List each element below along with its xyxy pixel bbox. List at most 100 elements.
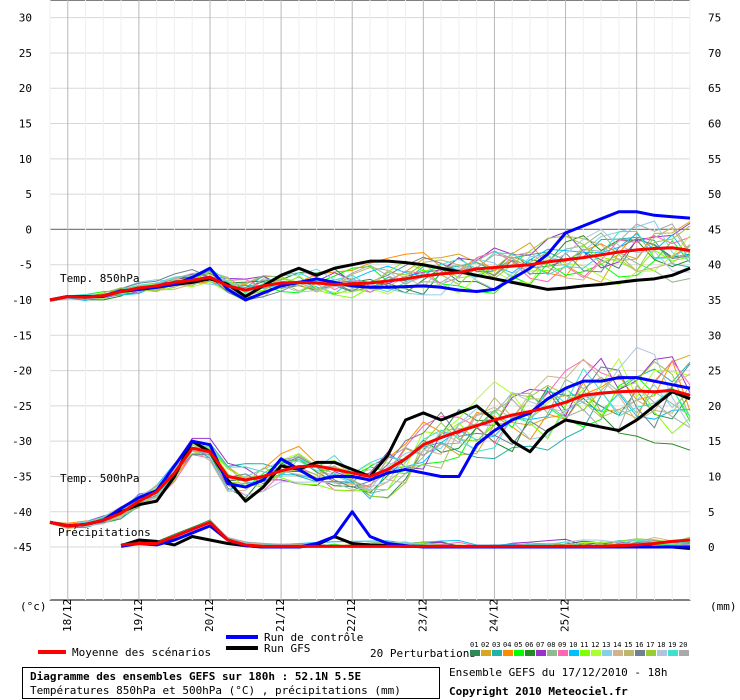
left-tick-label: -40 [12, 506, 32, 519]
right-tick-label: 55 [708, 153, 721, 166]
perturbation-swatch [624, 650, 634, 656]
perturbation-line [49, 384, 691, 528]
right-unit-label: (mm) [710, 600, 737, 613]
x-date-label: 24/12 [487, 599, 500, 632]
legend-label-gfs: Run GFS [264, 642, 310, 655]
left-tick-label: -5 [19, 259, 32, 272]
run-info: Ensemble GEFS du 17/12/2010 - 18h [449, 666, 668, 679]
x-date-label: 18/12 [61, 599, 74, 632]
chart-grid [49, 0, 691, 601]
perturbation-id: 08 [547, 641, 555, 649]
right-tick-label: 10 [708, 470, 721, 483]
perturbation-id: 01 [470, 641, 478, 649]
axis-labels: 302520151050-5-10-15-20-25-30-35-40-4575… [12, 12, 736, 632]
perturbation-swatch [558, 650, 568, 656]
right-tick-label: 15 [708, 435, 721, 448]
perturbation-id: 16 [635, 641, 643, 649]
copyright: Copyright 2010 Meteociel.fr [449, 685, 628, 698]
chart-title: Diagramme des ensembles GEFS sur 180h : … [30, 670, 362, 683]
left-tick-label: 20 [19, 82, 32, 95]
right-tick-label: 75 [708, 12, 721, 25]
perturbation-id: 19 [668, 641, 676, 649]
perturbation-id: 09 [558, 641, 566, 649]
left-tick-label: 5 [25, 188, 32, 201]
x-date-label: 21/12 [274, 599, 287, 632]
right-tick-label: 35 [708, 294, 721, 307]
legend-label-mean: Moyenne des scénarios [72, 646, 211, 659]
perturbation-swatch [580, 650, 590, 656]
right-tick-label: 70 [708, 47, 721, 60]
x-date-label: 22/12 [345, 599, 358, 632]
right-tick-label: 65 [708, 82, 721, 95]
perturbation-swatch [470, 650, 480, 656]
left-tick-label: -10 [12, 294, 32, 307]
left-tick-label: 30 [19, 12, 32, 25]
perturbation-line [49, 346, 691, 528]
left-tick-label: -15 [12, 329, 32, 342]
perturbation-id: 02 [481, 641, 489, 649]
right-tick-label: 5 [708, 506, 715, 519]
perturbation-id: 10 [569, 641, 577, 649]
perturbation-swatch [679, 650, 689, 656]
perturbation-id: 06 [525, 641, 533, 649]
left-tick-label: -35 [12, 470, 32, 483]
perturbation-swatch [668, 650, 678, 656]
legend-label-perturbations: 20 Perturbations [370, 647, 476, 660]
x-date-label: 20/12 [203, 599, 216, 632]
panel-labels: Temp. 850hPa Temp. 500hPa Précipitations [58, 272, 151, 539]
series-line [49, 246, 691, 302]
right-tick-label: 30 [708, 329, 721, 342]
perturbation-line [49, 367, 691, 528]
perturbation-swatch [536, 650, 546, 656]
legend-label-control: Run de contrôle [264, 631, 363, 644]
perturbation-swatch [503, 650, 513, 656]
perturbation-line [49, 248, 691, 301]
main-series-lines [49, 210, 691, 550]
perturbation-id: 20 [679, 641, 687, 649]
left-tick-label: -25 [12, 400, 32, 413]
perturbation-id: 18 [657, 641, 665, 649]
perturbation-id: 15 [624, 641, 632, 649]
right-tick-label: 25 [708, 365, 721, 378]
perturbation-id: 11 [580, 641, 588, 649]
panel-label: Précipitations [58, 526, 151, 539]
panel-label: Temp. 850hPa [60, 272, 139, 285]
perturbation-swatch [569, 650, 579, 656]
perturbation-id: 07 [536, 641, 544, 649]
left-unit-label: (°c) [20, 600, 47, 613]
perturbation-id: 12 [591, 641, 599, 649]
x-date-label: 25/12 [559, 599, 572, 632]
left-tick-label: -45 [12, 541, 32, 554]
right-tick-label: 40 [708, 259, 721, 272]
perturbation-swatch [492, 650, 502, 656]
series-line [120, 520, 691, 548]
perturbation-swatch [481, 650, 491, 656]
perturbation-id: 13 [602, 641, 610, 649]
footer-title-box [22, 667, 440, 699]
left-tick-label: 0 [25, 223, 32, 236]
perturbation-id: 17 [646, 641, 654, 649]
right-tick-label: 0 [708, 541, 715, 554]
perturbation-line [49, 357, 691, 528]
right-tick-label: 60 [708, 118, 721, 131]
left-tick-label: 15 [19, 118, 32, 131]
perturbation-swatch [635, 650, 645, 656]
left-tick-label: 25 [19, 47, 32, 60]
x-date-label: 19/12 [132, 599, 145, 632]
perturbation-id: 05 [514, 641, 522, 649]
perturbation-swatch [547, 650, 557, 656]
perturbation-swatch [613, 650, 623, 656]
left-tick-label: -20 [12, 365, 32, 378]
left-tick-label: -30 [12, 435, 32, 448]
perturbation-swatch [602, 650, 612, 656]
perturbation-line [49, 223, 691, 300]
perturbation-line [49, 384, 691, 529]
left-tick-label: 10 [19, 153, 32, 166]
perturbation-swatch [525, 650, 535, 656]
perturbation-swatch [646, 650, 656, 656]
perturbation-id: 14 [613, 641, 621, 649]
right-tick-label: 50 [708, 188, 721, 201]
perturbation-swatch [591, 650, 601, 656]
perturbation-id: 04 [503, 641, 511, 649]
